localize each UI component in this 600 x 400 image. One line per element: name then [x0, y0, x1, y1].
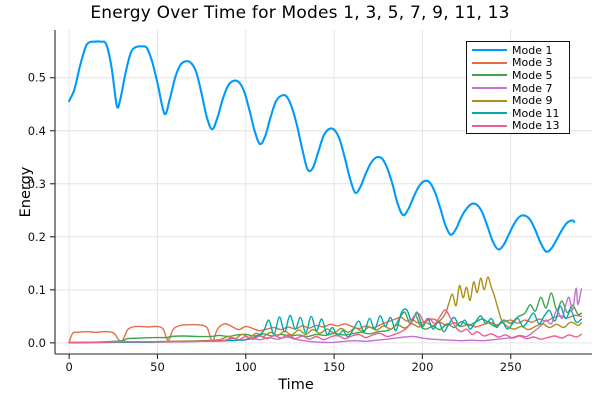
legend-line-sample	[472, 112, 507, 115]
legend-item: Mode 3	[467, 57, 569, 70]
legend-line-sample	[472, 124, 507, 127]
x-tick-label: 100	[235, 360, 257, 374]
axes	[50, 30, 592, 359]
legend-label: Mode 13	[512, 119, 560, 133]
legend-line-sample	[472, 61, 507, 64]
legend-line-sample	[472, 87, 507, 90]
x-tick-label: 200	[411, 360, 433, 374]
y-tick-label: 0.4	[28, 124, 46, 138]
legend-label: Mode 7	[512, 81, 553, 95]
series-mode-13	[68, 309, 583, 344]
legend-item: Mode 1	[467, 44, 569, 57]
series-mode-11	[68, 305, 583, 344]
series-mode-9	[68, 276, 583, 344]
legend-item: Mode 11	[467, 107, 569, 120]
y-tick-label: 0.2	[28, 230, 46, 244]
y-tick-label: 0.5	[28, 71, 46, 85]
legend-item: Mode 5	[467, 69, 569, 82]
legend-item: Mode 7	[467, 82, 569, 95]
x-tick-label: 50	[150, 360, 165, 374]
legend-line-sample	[472, 99, 507, 102]
legend: Mode 1 Mode 3 Mode 5 Mode 7 Mode 9 Mode 11 Mod…	[466, 41, 570, 135]
legend-label: Mode 1	[512, 43, 553, 57]
series-mode-1	[68, 40, 576, 253]
y-axis-label: Energy	[18, 166, 34, 218]
legend-label: Mode 5	[512, 68, 553, 82]
x-tick-label: 0	[65, 360, 72, 374]
legend-line-sample	[472, 49, 507, 52]
tick-labels: 0 50 100 150 200 250 0.0 0.1 0.2 0.3 0.4 0.5	[28, 71, 522, 374]
legend-label: Mode 11	[512, 106, 560, 120]
legend-line-sample	[472, 74, 507, 77]
x-tick-label: 250	[500, 360, 522, 374]
chart-title: Energy Over Time for Modes 1, 3, 5, 7, 9…	[90, 3, 510, 23]
series-lines	[68, 40, 583, 344]
y-tick-label: 0.1	[28, 283, 46, 297]
x-axis-label: Time	[278, 377, 314, 393]
legend-label: Mode 3	[512, 56, 553, 70]
legend-item: Mode 13	[467, 120, 569, 133]
y-tick-label: 0.3	[28, 177, 46, 191]
x-tick-label: 150	[323, 360, 345, 374]
legend-label: Mode 9	[512, 94, 553, 108]
legend-item: Mode 9	[467, 94, 569, 107]
y-tick-label: 0.0	[28, 336, 46, 350]
